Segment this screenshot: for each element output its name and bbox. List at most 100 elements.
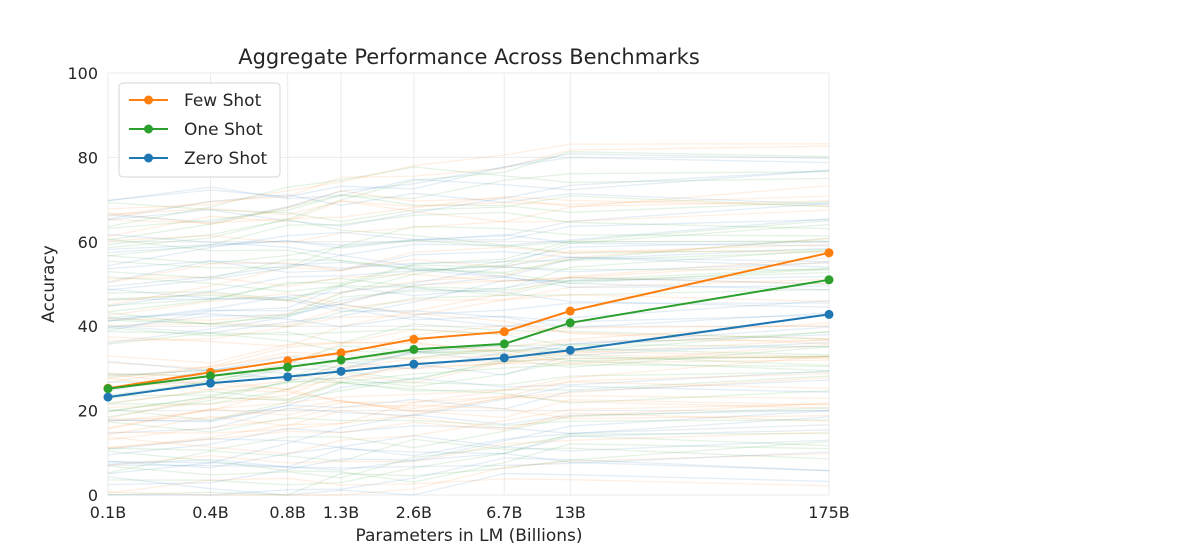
y-tick-label: 60 <box>78 233 98 252</box>
background-line <box>107 409 830 475</box>
background-line <box>107 375 830 421</box>
background-line <box>107 299 830 328</box>
background-line <box>107 169 830 227</box>
background-line <box>107 350 830 419</box>
background-line <box>107 193 830 241</box>
background-line <box>107 341 830 380</box>
background-line <box>107 448 830 472</box>
x-tick-label: 0.8B <box>269 503 305 522</box>
background-line <box>107 169 830 202</box>
background-line <box>107 223 830 301</box>
background-line <box>107 355 830 429</box>
background-line <box>107 262 830 322</box>
background-line <box>107 353 830 390</box>
background-line <box>107 370 830 422</box>
background-line <box>107 416 830 457</box>
one-shot-point <box>103 384 113 394</box>
background-line <box>107 261 830 291</box>
background-line <box>107 355 830 413</box>
background-line <box>107 407 830 451</box>
background-line <box>107 435 830 479</box>
background-line <box>107 247 830 329</box>
background-line <box>107 417 830 433</box>
one-shot-point <box>499 339 509 349</box>
background-line <box>107 259 830 284</box>
background-line <box>107 249 830 307</box>
y-axis-label: Accuracy <box>39 245 59 323</box>
x-tick-label: 0.4B <box>192 503 228 522</box>
background-line <box>107 171 830 229</box>
background-line <box>107 323 830 344</box>
background-line <box>107 277 830 332</box>
x-tick-label: 1.3B <box>323 503 359 522</box>
background-line <box>107 256 830 307</box>
few-shot-point <box>824 248 834 258</box>
legend-label: Few Shot <box>184 91 262 111</box>
one-shot-point <box>336 355 346 365</box>
background-line <box>107 429 830 471</box>
x-tick-label: 13B <box>555 503 586 522</box>
background-line <box>107 372 830 430</box>
legend: Few Shot One Shot Zero Shot <box>118 82 281 178</box>
background-line <box>107 403 830 455</box>
y-tick-label: 20 <box>78 402 98 421</box>
background-line <box>107 440 830 496</box>
legend-label: Zero Shot <box>184 149 267 169</box>
background-line <box>107 432 830 486</box>
background-line <box>107 334 830 372</box>
background-line <box>107 410 830 486</box>
legend-label: One Shot <box>184 120 263 140</box>
zero-shot-point <box>565 345 575 355</box>
background-line <box>107 431 830 467</box>
one-shot-point <box>205 371 215 381</box>
background-line <box>107 395 830 420</box>
background-line <box>107 233 830 254</box>
series-lines <box>103 248 834 402</box>
zero-shot-line <box>107 313 830 399</box>
zero-shot-point <box>283 372 293 382</box>
background-line <box>107 330 830 356</box>
background-line <box>107 292 830 345</box>
background-line <box>107 267 830 302</box>
background-line <box>107 451 830 469</box>
x-axis-ticks: 0.1B 0.4B 0.8B 1.3B 2.6B 6.7B 13B 175B <box>90 503 850 522</box>
background-line <box>107 239 830 264</box>
background-line <box>107 278 830 327</box>
background-line <box>107 443 830 483</box>
background-line <box>107 257 830 347</box>
legend-marker <box>144 153 153 163</box>
background-line <box>107 143 830 210</box>
legend-marker <box>144 124 153 134</box>
background-line <box>107 326 830 377</box>
background-line <box>107 344 830 385</box>
x-axis-label: Parameters in LM (Billions) <box>355 526 582 545</box>
background-line <box>107 434 830 469</box>
background-line <box>107 243 830 284</box>
background-benchmark-lines <box>107 143 830 496</box>
background-line <box>107 296 830 323</box>
zero-shot-point <box>205 378 215 388</box>
background-line <box>107 241 830 283</box>
few-shot-point <box>499 327 509 337</box>
zero-shot-point <box>824 309 834 319</box>
background-line <box>107 202 830 267</box>
background-line <box>107 195 830 223</box>
background-line <box>107 457 830 496</box>
y-tick-label: 40 <box>78 317 98 336</box>
background-line <box>107 264 830 293</box>
background-line <box>107 402 830 436</box>
background-line <box>107 380 830 418</box>
one-shot-line <box>107 278 830 390</box>
background-line <box>107 218 830 251</box>
background-line <box>107 218 830 255</box>
background-line <box>107 184 830 244</box>
one-shot-point <box>565 318 575 328</box>
background-line <box>107 477 830 494</box>
background-line <box>107 211 830 257</box>
background-line <box>107 237 830 274</box>
legend-marker <box>144 95 153 105</box>
one-shot-point <box>409 344 419 354</box>
background-line <box>107 343 830 400</box>
x-tick-label: 6.7B <box>486 503 522 522</box>
